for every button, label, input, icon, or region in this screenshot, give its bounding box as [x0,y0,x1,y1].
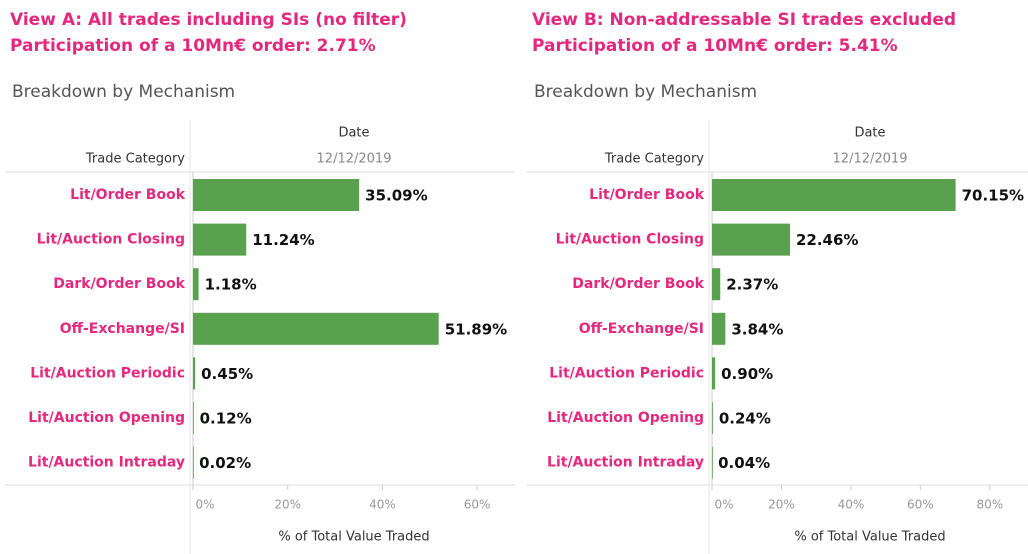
value-label: 0.02% [199,454,251,472]
value-label: 2.37% [726,276,778,294]
row-header: Trade Category [604,152,704,167]
column-header: Date [854,126,885,141]
category-label: Lit/Order Book [589,187,705,203]
bar [193,268,199,301]
section-title: Breakdown by Mechanism [12,82,235,102]
value-label: 1.18% [205,276,257,294]
section-title: Breakdown by Mechanism [534,82,757,102]
row-header: Trade Category [85,152,185,167]
x-tick-label: 60% [464,498,491,512]
chart-title: View B: Non-addressable SI trades exclud… [532,10,956,30]
value-label: 70.15% [962,187,1024,205]
column-value: 12/12/2019 [317,152,392,167]
category-label: Lit/Auction Intraday [547,455,704,471]
x-tick-label: 60% [907,498,934,512]
x-tick-label: 0% [195,498,214,512]
bar [193,446,194,479]
category-label: Lit/Auction Opening [547,410,704,426]
x-tick-label: 0% [714,498,733,512]
value-label: 51.89% [445,320,507,338]
value-label: 0.24% [719,410,771,428]
x-axis-label: % of Total Value Traded [278,530,429,545]
x-tick-label: 20% [768,498,795,512]
value-label: 0.45% [201,365,253,383]
bar [712,223,790,256]
bar [193,357,196,390]
category-label: Lit/Auction Closing [556,232,704,248]
column-value: 12/12/2019 [833,152,908,167]
category-label: Off-Exchange/SI [60,321,185,337]
value-label: 11.24% [252,231,314,249]
bar [712,402,713,434]
value-label: 3.84% [731,320,783,338]
x-tick-label: 80% [976,498,1003,512]
bar [712,446,713,479]
category-label: Lit/Order Book [70,187,186,203]
value-label: 0.90% [721,365,773,383]
bar [712,312,726,345]
chart-subtitle: Participation of a 10Mn€ order: 5.41% [532,36,898,56]
x-tick-label: 20% [274,498,301,512]
category-label: Lit/Auction Intraday [28,455,185,471]
category-label: Lit/Auction Closing [37,232,185,248]
column-header: Date [338,126,369,141]
bar [712,179,956,211]
category-label: Lit/Auction Opening [28,410,185,426]
bar [193,402,194,434]
bar [193,312,439,345]
category-label: Lit/Auction Periodic [549,365,704,381]
value-label: 22.46% [796,231,858,249]
bar [712,268,721,301]
bar [193,223,247,256]
category-label: Dark/Order Book [53,276,185,292]
x-tick-label: 40% [369,498,396,512]
category-label: Off-Exchange/SI [579,321,704,337]
value-label: 0.04% [718,454,770,472]
bar [712,357,716,390]
category-label: Dark/Order Book [572,276,704,292]
chart-subtitle: Participation of a 10Mn€ order: 2.71% [10,36,376,56]
value-label: 35.09% [365,187,427,205]
x-axis-label: % of Total Value Traded [794,530,945,545]
bar [193,179,360,211]
value-label: 0.12% [200,410,252,428]
chart-title: View A: All trades including SIs (no fil… [10,10,407,30]
x-tick-label: 40% [838,498,865,512]
category-label: Lit/Auction Periodic [30,365,185,381]
